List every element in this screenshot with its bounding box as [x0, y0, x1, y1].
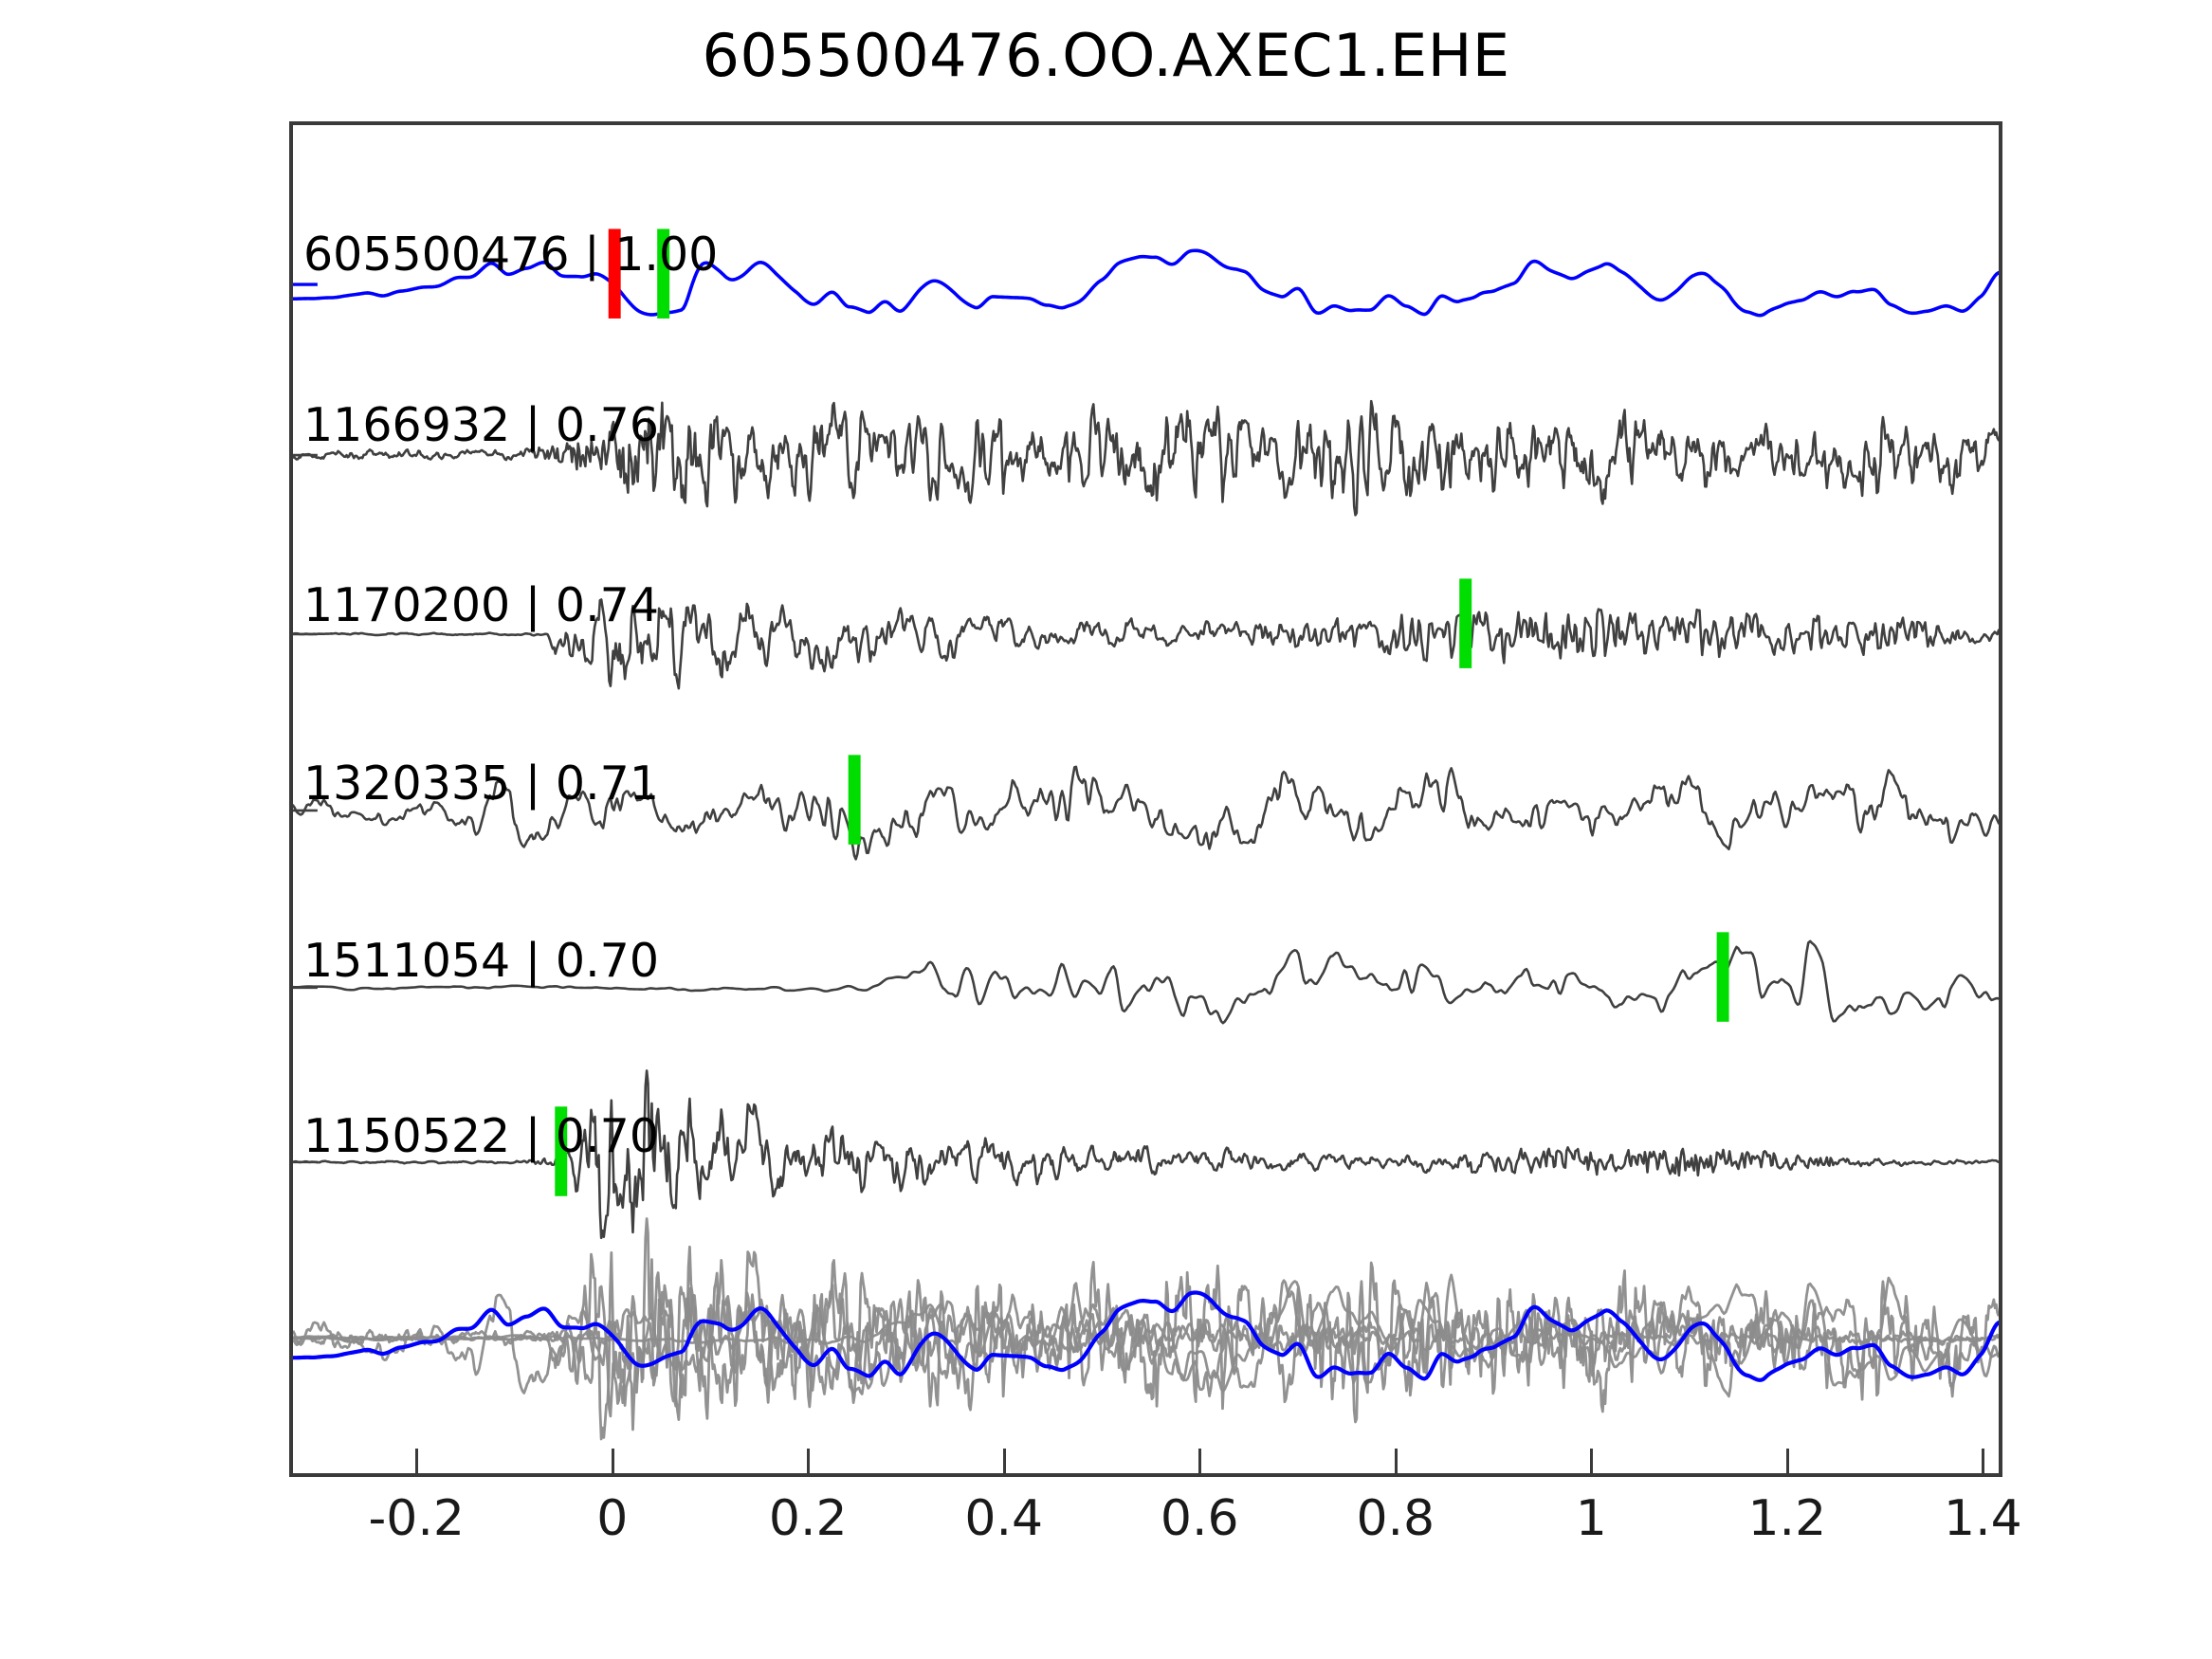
- x-tick-label: 0.4: [964, 1490, 1044, 1547]
- waveform-trace-1511054: [293, 939, 1999, 1025]
- x-tick-label: -0.2: [368, 1490, 465, 1547]
- x-tick-mark: [1394, 1449, 1398, 1477]
- pick-marker-red: [608, 228, 621, 319]
- page-title: 605500476.OO.AXEC1.EHE: [702, 21, 1510, 90]
- overlay-trace-line: [293, 1217, 1999, 1441]
- row-label-1320335: 1320335 | 0.71: [303, 757, 659, 811]
- row-label-1511054: 1511054 | 0.70: [303, 934, 659, 988]
- waveform-trace-1166932: [293, 399, 1999, 517]
- x-tick-mark: [1590, 1449, 1594, 1477]
- overlay-stack-panel: [293, 1217, 1999, 1441]
- x-tick-mark: [1785, 1449, 1789, 1477]
- overlay-template-line: [293, 1290, 1999, 1382]
- plot-axes: [289, 121, 2002, 1477]
- row-label-1150522: 1150522 | 0.70: [303, 1109, 659, 1163]
- trace-line: [293, 399, 1999, 517]
- waveform-trace-605500476: [293, 248, 1999, 318]
- x-tick-mark: [1982, 1449, 1985, 1477]
- x-tick-mark: [415, 1449, 419, 1477]
- x-tick-label: 1: [1575, 1490, 1607, 1547]
- pick-marker-green: [848, 755, 861, 845]
- x-tick-label: 0: [596, 1490, 629, 1547]
- x-tick-mark: [611, 1449, 614, 1477]
- overlay-trace-line: [293, 1280, 1999, 1394]
- waveform-trace-1320335: [293, 765, 1999, 861]
- trace-line: [293, 765, 1999, 861]
- pick-marker-green: [1716, 932, 1729, 1022]
- overlay-trace-line: [293, 1273, 1999, 1398]
- waveform-canvas: [293, 228, 1999, 1441]
- x-tick-label: 1.4: [1943, 1490, 2022, 1547]
- x-tick-mark: [807, 1449, 811, 1477]
- pick-marker-green: [555, 1106, 568, 1196]
- x-tick-mark: [1002, 1449, 1006, 1477]
- row-label-605500476: 605500476 | 1.00: [303, 228, 719, 282]
- pick-marker-green: [657, 228, 670, 319]
- x-tick-label: 0.2: [768, 1490, 848, 1547]
- pick-marker-green: [1459, 578, 1472, 668]
- overlay-trace-line: [293, 1285, 1999, 1421]
- trace-line: [293, 939, 1999, 1025]
- row-label-1170200: 1170200 | 0.74: [303, 578, 659, 632]
- trace-line: [293, 248, 1999, 318]
- row-label-1166932: 1166932 | 0.76: [303, 398, 659, 452]
- x-tick-mark: [1198, 1449, 1202, 1477]
- trace-line: [293, 598, 1999, 690]
- trace-line: [293, 1069, 1999, 1240]
- x-tick-label: 0.8: [1356, 1490, 1435, 1547]
- x-tick-label: 0.6: [1160, 1490, 1239, 1547]
- waveform-trace-1150522: [293, 1069, 1999, 1240]
- x-tick-label: 1.2: [1747, 1490, 1827, 1547]
- waveform-trace-1170200: [293, 598, 1999, 690]
